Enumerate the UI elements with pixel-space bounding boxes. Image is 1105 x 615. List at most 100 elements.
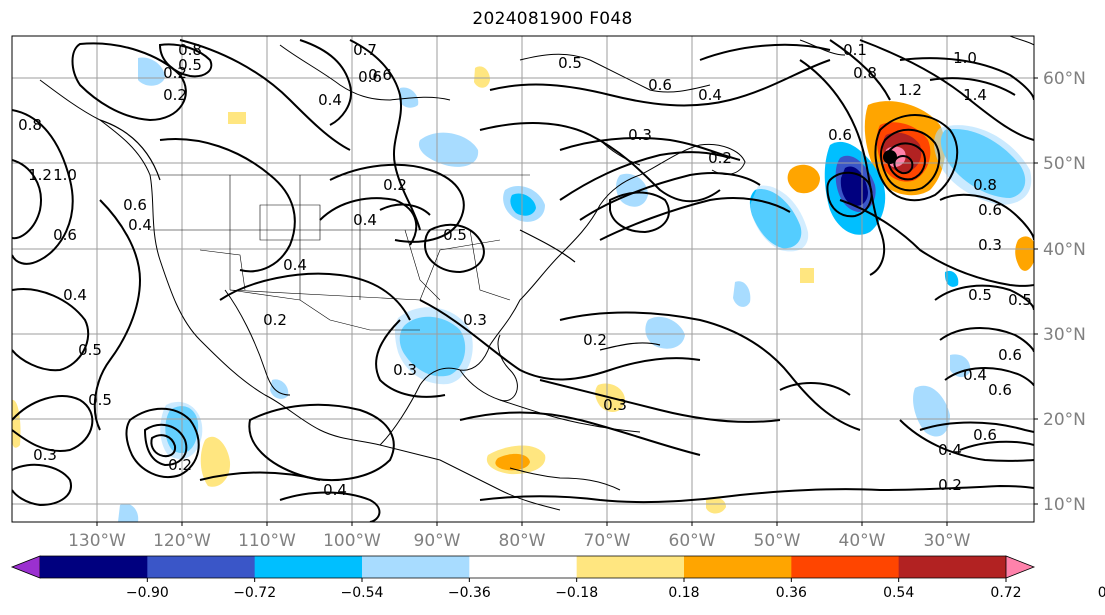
warm-fill-small4 <box>474 66 490 88</box>
contour-label: 0.4 <box>128 216 152 234</box>
colorbar-tick-label: −0.54 <box>341 585 384 601</box>
colorbar-segment <box>40 556 148 578</box>
lat-label: 30°N <box>1043 325 1086 345</box>
contour-label: 0.4 <box>963 366 987 384</box>
lon-label: 70°W <box>584 531 631 551</box>
cold-fill-n3 <box>944 270 959 287</box>
contour-label: 0.3 <box>463 311 487 329</box>
contour-label: 0.6 <box>368 66 392 84</box>
contour-lines <box>12 39 1034 522</box>
contour-label: 0.4 <box>318 91 342 109</box>
contour-label: 0.2 <box>383 176 407 194</box>
contour-label: 0.6 <box>998 346 1022 364</box>
colorbar-tick-labels: −0.90 −0.72 −0.54 −0.36 −0.18 0.18 0.36 0.54 0.7… <box>126 578 1105 601</box>
contour-label: 0.3 <box>33 446 57 464</box>
lon-label: 40°W <box>839 531 886 551</box>
contour-label: 0.3 <box>628 126 652 144</box>
axis-ticks <box>96 77 1038 526</box>
lon-label: 90°W <box>414 531 461 551</box>
colorbar-segment <box>469 556 578 578</box>
contour-label: 0.4 <box>283 256 307 274</box>
lon-label: 130°W <box>68 531 126 551</box>
contour-label: 0.6 <box>988 381 1012 399</box>
longitude-labels: 130°W 120°W 110°W 100°W 90°W 80°W 70°W 60°W 50°W… <box>68 531 971 551</box>
contour-label: 0.5 <box>78 341 102 359</box>
contour-label: 0.8 <box>18 116 42 134</box>
cold-fill-atl3 <box>913 385 950 437</box>
colorbar-tick-label: 0.18 <box>668 585 699 601</box>
contour-label: 1.2 <box>28 166 52 184</box>
contour-label: 0.1 <box>843 41 867 59</box>
lat-label: 40°N <box>1043 240 1086 260</box>
cold-fill-gulf-lt <box>395 307 473 385</box>
warm-fill-small3 <box>228 112 246 124</box>
lon-label: 120°W <box>153 531 211 551</box>
contour-label: 0.5 <box>443 226 467 244</box>
colorbar-segment <box>576 556 685 578</box>
contour-label: 0.8 <box>178 41 202 59</box>
warm-fill-pac <box>200 436 231 487</box>
contour-label: 1.4 <box>963 86 987 104</box>
colorbar-tick-label: −0.18 <box>555 585 598 601</box>
colorbar-segment <box>147 556 256 578</box>
cold-fill-canada <box>138 57 165 86</box>
contour-label: 0.4 <box>698 86 722 104</box>
contour-label: 0.5 <box>88 391 112 409</box>
colorbar-segment <box>898 556 1007 578</box>
contour-label: 0.6 <box>828 126 852 144</box>
map-frame <box>11 35 1035 523</box>
contour-label: 1.0 <box>53 166 77 184</box>
colorbar-segment <box>684 556 792 578</box>
warm-fill-e <box>1015 236 1034 271</box>
cold-fill-pac-lt <box>160 401 203 459</box>
lat-label: 60°N <box>1043 69 1086 89</box>
cold-fill-atl1 <box>645 316 685 349</box>
contour-label: 0.5 <box>1008 291 1032 309</box>
lon-label: 110°W <box>238 531 296 551</box>
contour-label: 0.2 <box>263 311 287 329</box>
cold-fill-n <box>118 503 139 522</box>
contour-label: 0.2 <box>583 331 607 349</box>
contour-label: 0.2 <box>938 476 962 494</box>
contour-label: 0.4 <box>938 441 962 459</box>
colorbar-tick-label: −0.72 <box>233 585 276 601</box>
cold-fill-gl <box>418 132 479 167</box>
lon-label: 30°W <box>924 531 971 551</box>
contour-label: 0.3 <box>603 396 627 414</box>
contour-label: 0.3 <box>978 236 1002 254</box>
contour-label: 0.6 <box>358 68 382 86</box>
contour-label: 0.2 <box>163 64 187 82</box>
contour-label: 0.2 <box>168 456 192 474</box>
contour-label: 0.6 <box>973 426 997 444</box>
colorbar-segment <box>791 556 900 578</box>
contour-label: 0.8 <box>973 176 997 194</box>
warm-fill-midatl <box>787 164 820 194</box>
lat-label: 50°N <box>1043 154 1086 174</box>
lon-label: 100°W <box>323 531 381 551</box>
colorbar-tick-label: 0.36 <box>776 585 807 601</box>
colorbar-tick-label: 0.54 <box>883 585 914 601</box>
graticule <box>12 36 1034 522</box>
contour-label: 0.4 <box>323 481 347 499</box>
colorbar-tick-label: −0.90 <box>126 585 169 601</box>
contour-label: 0.4 <box>63 286 87 304</box>
contour-label: 0.6 <box>978 201 1002 219</box>
colorbar-segment <box>254 556 363 578</box>
contour-label: 0.7 <box>353 41 377 59</box>
coastlines <box>39 36 1034 511</box>
contour-label: 0.3 <box>393 361 417 379</box>
colorbar-tick-label: 0.72 <box>990 585 1021 601</box>
cold-fill-canada2 <box>399 87 419 108</box>
colorbar-extend-high <box>1005 555 1036 579</box>
contour-label: 0.2 <box>708 149 732 167</box>
lat-label: 20°N <box>1043 410 1086 430</box>
colorbar-extend-low <box>10 555 41 579</box>
contour-label: 0.6 <box>648 76 672 94</box>
contour-label: 0.6 <box>123 196 147 214</box>
warm-fill-small1 <box>800 268 814 283</box>
cold-fill-ne-us2 <box>510 193 536 216</box>
storm-center-marker <box>883 150 897 164</box>
latitude-labels: 60°N 50°N 40°N 30°N 20°N 10°N <box>1043 69 1086 515</box>
contour-label: 0.8 <box>853 64 877 82</box>
contour-labels: 0.80.50.70.60.20.60.40.80.50.20.60.40.81… <box>18 41 1032 499</box>
